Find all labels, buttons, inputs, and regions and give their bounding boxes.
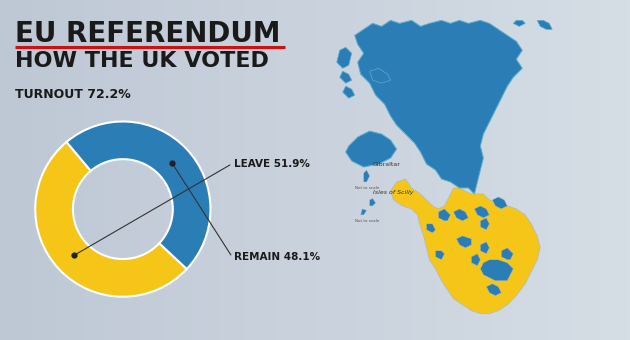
Polygon shape [456, 236, 471, 248]
Text: EU REFERENDUM: EU REFERENDUM [15, 20, 280, 48]
Text: LEAVE 51.9%: LEAVE 51.9% [234, 158, 310, 169]
Polygon shape [355, 20, 522, 194]
Polygon shape [486, 284, 501, 296]
Polygon shape [435, 251, 445, 260]
Polygon shape [336, 47, 352, 68]
Polygon shape [513, 20, 525, 27]
Polygon shape [427, 224, 435, 233]
Text: Not to scale: Not to scale [355, 219, 379, 223]
Text: REMAIN 48.1%: REMAIN 48.1% [234, 252, 320, 262]
Text: Isles of Scilly: Isles of Scilly [373, 190, 413, 195]
Text: TURNOUT 72.2%: TURNOUT 72.2% [15, 88, 131, 101]
Polygon shape [474, 206, 490, 218]
Polygon shape [346, 131, 397, 167]
Polygon shape [370, 199, 375, 206]
Polygon shape [364, 170, 370, 182]
Polygon shape [480, 218, 490, 230]
Polygon shape [454, 209, 468, 221]
Polygon shape [471, 254, 480, 266]
Text: Gibraltar: Gibraltar [373, 162, 401, 167]
Polygon shape [391, 179, 541, 313]
Polygon shape [493, 197, 507, 209]
Polygon shape [501, 248, 513, 260]
Wedge shape [35, 142, 186, 297]
Wedge shape [67, 121, 210, 269]
Polygon shape [370, 68, 391, 83]
Polygon shape [480, 260, 513, 281]
Polygon shape [537, 20, 552, 29]
Polygon shape [343, 86, 355, 98]
Text: Not to scale: Not to scale [355, 186, 379, 190]
Polygon shape [360, 209, 367, 215]
Polygon shape [480, 242, 490, 254]
Polygon shape [340, 71, 352, 83]
Text: HOW THE UK VOTED: HOW THE UK VOTED [15, 51, 269, 71]
Polygon shape [438, 209, 450, 221]
